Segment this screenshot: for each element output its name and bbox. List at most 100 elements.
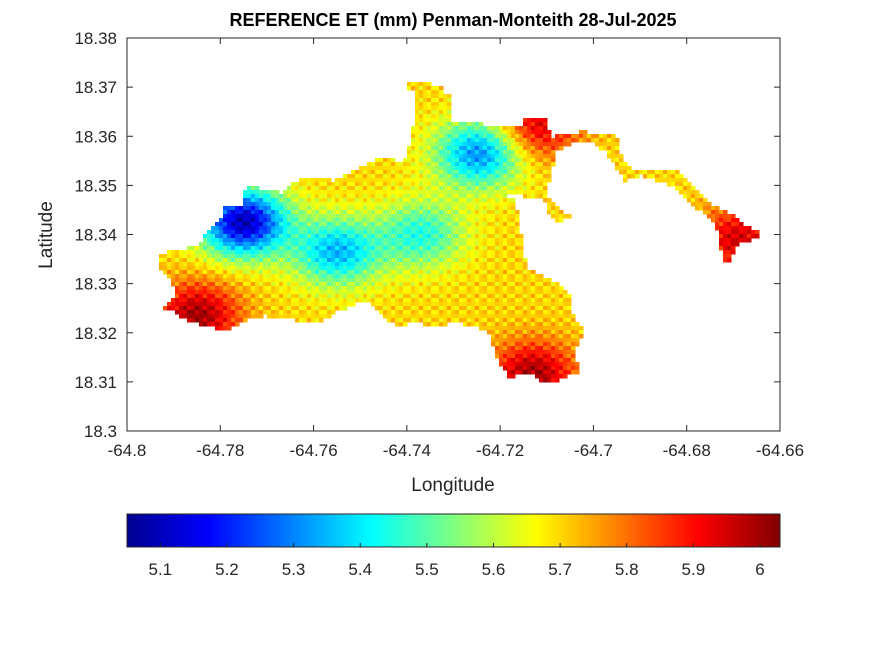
field-cell (323, 282, 328, 287)
field-cell (515, 334, 520, 339)
field-cell (447, 114, 452, 119)
field-cell (723, 210, 728, 215)
field-cell (535, 154, 540, 159)
field-cell (479, 178, 484, 183)
field-cell (275, 270, 280, 275)
field-cell (619, 170, 624, 175)
field-cell (499, 162, 504, 167)
field-cell (471, 270, 476, 275)
field-cell (527, 322, 532, 327)
field-cell (447, 302, 452, 307)
field-cell (479, 322, 484, 327)
field-cell (539, 162, 544, 167)
field-cell (499, 266, 504, 271)
field-cell (243, 206, 248, 211)
x-tick-label: -64.68 (663, 441, 711, 460)
field-cell (543, 342, 548, 347)
field-cell (411, 218, 416, 223)
field-cell (419, 162, 424, 167)
field-cell (511, 190, 516, 195)
field-cell (235, 302, 240, 307)
field-cell (239, 318, 244, 323)
field-cell (451, 274, 456, 279)
field-cell (303, 282, 308, 287)
field-cell (543, 378, 548, 383)
field-cell (519, 330, 524, 335)
field-cell (519, 158, 524, 163)
field-cell (527, 282, 532, 287)
field-cell (499, 138, 504, 143)
field-cell (563, 334, 568, 339)
field-cell (327, 182, 332, 187)
field-cell (371, 266, 376, 271)
field-cell (303, 242, 308, 247)
field-cell (555, 342, 560, 347)
field-cell (379, 194, 384, 199)
field-cell (371, 298, 376, 303)
field-cell (471, 226, 476, 231)
field-cell (731, 242, 736, 247)
field-cell (327, 298, 332, 303)
field-cell (443, 98, 448, 103)
field-cell (511, 214, 516, 219)
field-cell (603, 146, 608, 151)
field-cell (419, 114, 424, 119)
field-cell (171, 282, 176, 287)
field-cell (491, 286, 496, 291)
field-cell (559, 310, 564, 315)
field-cell (391, 230, 396, 235)
field-cell (403, 250, 408, 255)
field-cell (519, 338, 524, 343)
field-cell (407, 158, 412, 163)
field-cell (239, 282, 244, 287)
field-cell (511, 174, 516, 179)
field-cell (591, 138, 596, 143)
field-cell (283, 290, 288, 295)
field-cell (323, 258, 328, 263)
field-cell (527, 298, 532, 303)
field-cell (551, 310, 556, 315)
field-cell (735, 222, 740, 227)
field-cell (427, 262, 432, 267)
field-cell (435, 178, 440, 183)
field-cell (211, 310, 216, 315)
field-cell (251, 238, 256, 243)
field-cell (255, 218, 260, 223)
field-cell (219, 218, 224, 223)
field-cell (391, 182, 396, 187)
field-cell (487, 314, 492, 319)
colorbar-tick-label: 5.5 (415, 560, 439, 579)
field-cell (347, 230, 352, 235)
field-cell (687, 182, 692, 187)
field-cell (287, 298, 292, 303)
field-cell (327, 306, 332, 311)
field-cell (519, 266, 524, 271)
field-cell (455, 286, 460, 291)
field-cell (199, 246, 204, 251)
field-cell (191, 266, 196, 271)
field-cell (503, 310, 508, 315)
field-cell (247, 198, 252, 203)
field-cell (471, 198, 476, 203)
field-cell (287, 210, 292, 215)
field-cell (451, 206, 456, 211)
field-cell (623, 174, 628, 179)
field-cell (355, 298, 360, 303)
field-cell (375, 286, 380, 291)
field-cell (299, 206, 304, 211)
field-cell (223, 266, 228, 271)
field-cell (511, 138, 516, 143)
field-cell (527, 158, 532, 163)
field-cell (511, 134, 516, 139)
field-cell (235, 298, 240, 303)
field-cell (479, 238, 484, 243)
field-cell (531, 158, 536, 163)
field-cell (507, 126, 512, 131)
field-cell (359, 294, 364, 299)
field-cell (499, 326, 504, 331)
field-cell (547, 286, 552, 291)
field-cell (403, 246, 408, 251)
field-cell (459, 202, 464, 207)
field-cell (427, 134, 432, 139)
field-cell (407, 274, 412, 279)
